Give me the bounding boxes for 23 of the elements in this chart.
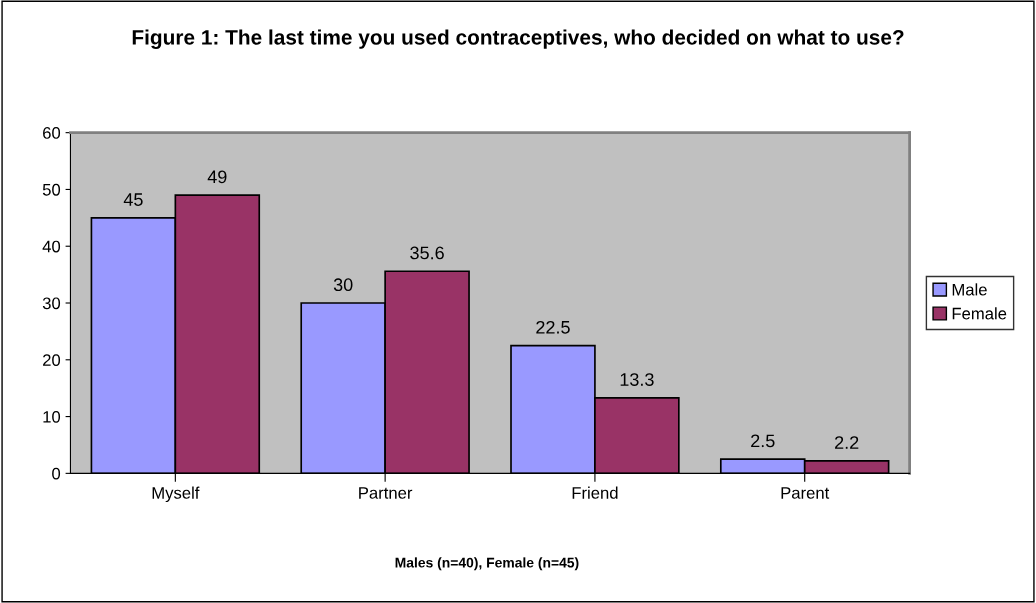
x-tick-label: Friend xyxy=(572,486,618,499)
x-tick-label: Parent xyxy=(781,487,830,499)
x-tick-label: Partner xyxy=(359,487,413,499)
data-label: 2.5 xyxy=(751,434,775,448)
y-tick-label: 60 xyxy=(43,127,61,139)
data-label: 13.3 xyxy=(620,373,654,386)
y-tick-label: 40 xyxy=(42,240,61,253)
data-label: 45 xyxy=(123,193,143,206)
legend-label: Female xyxy=(952,307,1007,320)
y-tick-label: 0 xyxy=(52,467,61,480)
data-label: 49 xyxy=(207,170,227,184)
chart-title: Figure 1: The last time you used contraceptives, who decided on what to use? xyxy=(132,29,904,49)
legend-label: Male xyxy=(952,283,987,296)
y-tick-label: 10 xyxy=(43,410,61,423)
y-tick-label: 30 xyxy=(42,297,61,310)
y-tick-label: 50 xyxy=(42,183,61,196)
data-label: 2.2 xyxy=(835,436,859,449)
x-axis-title: Males (n=40), Female (n=45) xyxy=(395,557,579,571)
data-label: 30 xyxy=(333,278,353,292)
data-label: 22.5 xyxy=(536,320,570,334)
x-tick-label: Myself xyxy=(152,486,200,503)
y-tick-label: 20 xyxy=(43,354,61,366)
data-label: 35.6 xyxy=(410,246,444,260)
